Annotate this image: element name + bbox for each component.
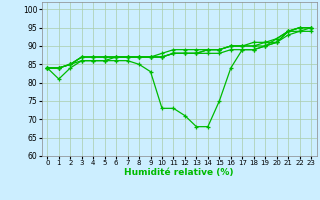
X-axis label: Humidité relative (%): Humidité relative (%): [124, 168, 234, 177]
